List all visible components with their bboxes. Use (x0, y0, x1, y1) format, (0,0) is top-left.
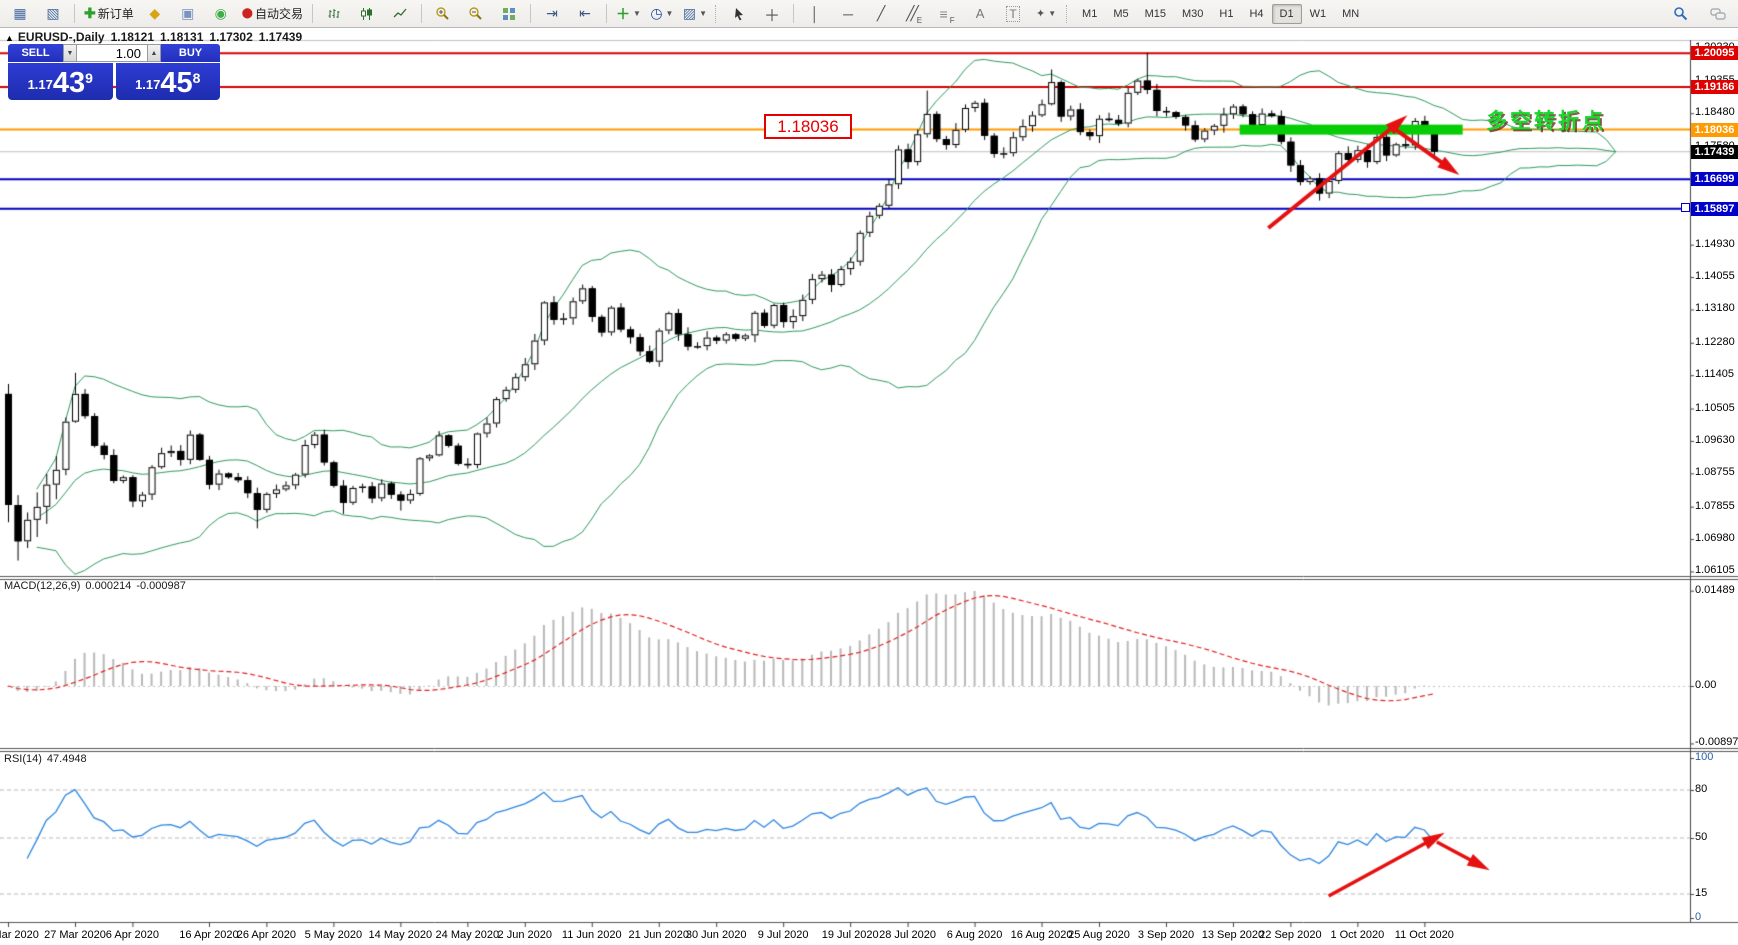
shapes-icon: ✦ (1035, 8, 1046, 20)
periods-button[interactable]: ◷ ▼ (646, 2, 678, 26)
chevron-down-icon: ▼ (665, 9, 674, 18)
sell-price-button[interactable]: 1.17 43 9 (8, 63, 113, 100)
sell-price-prefix: 1.17 (27, 77, 53, 92)
line-chart-button[interactable] (384, 2, 416, 26)
timeframe-bar: M1 M5 M15 M30 H1 H4 D1 W1 MN (1074, 3, 1367, 24)
timeframe-w1[interactable]: W1 (1309, 7, 1327, 20)
new-order-button[interactable]: ✚ 新订单 (80, 2, 138, 26)
auto-scroll-button[interactable]: ⇥ (536, 2, 568, 26)
expert-advisor-icon: ▣ (181, 5, 195, 21)
vertical-line-icon: │ (810, 5, 820, 22)
search-button[interactable] (1664, 2, 1696, 26)
chat-bubbles-icon (1710, 7, 1726, 20)
horizontal-line-tool-button[interactable]: ─ (832, 2, 864, 26)
candlestick-chart-icon (360, 7, 372, 20)
triangle-up-icon: ▲ (150, 49, 158, 57)
new-order-label: 新订单 (97, 7, 134, 21)
shapes-tool-button[interactable]: ✦ ▼ (1030, 2, 1062, 26)
charts-window-button[interactable]: ▦ (4, 2, 36, 26)
chevron-down-icon: ▼ (1048, 9, 1057, 18)
volume-decrease-button[interactable]: ▼ (63, 44, 77, 62)
sell-price-big: 43 (52, 67, 86, 99)
metaeditor-icon: ◆ (149, 5, 161, 21)
clock-icon: ◷ (650, 5, 663, 21)
fibonacci-tool-button[interactable]: ≡ F (939, 5, 955, 25)
sell-button[interactable]: SELL (8, 44, 63, 62)
sell-price-sup: 9 (85, 70, 93, 86)
equidistant-channel-icon: ╱╱ (905, 5, 919, 21)
zoom-in-button[interactable] (427, 2, 459, 26)
zoom-in-icon (436, 7, 450, 20)
horizontal-line-icon: ─ (843, 5, 853, 22)
candlestick-chart-button[interactable] (351, 2, 383, 26)
timeframe-m1[interactable]: M1 (1082, 7, 1098, 20)
chevron-down-icon: ▼ (699, 9, 708, 18)
autotrading-icon: ⬤ (241, 8, 253, 19)
buy-price-button[interactable]: 1.17 45 8 (115, 63, 220, 100)
text-label-icon: T (1006, 5, 1020, 22)
trendline-icon: ╱ (876, 5, 886, 21)
chart-shift-button[interactable]: ⇤ (569, 2, 601, 26)
timeframe-m30[interactable]: M30 (1182, 7, 1204, 20)
toolbar: ▦ ▧ ✚ 新订单 ◆ ▣ ◉ ⬤ 自动交易 ⇥ ⇤ ＋ ▼ ◷ ▼ ▨ ▼ ＋ │ (0, 0, 1738, 28)
channel-tool-button[interactable]: ╱╱ E (905, 5, 923, 25)
crosshair-tool-button[interactable]: ＋ (756, 2, 788, 26)
volume-increase-button[interactable]: ▲ (147, 44, 161, 62)
signals-icon: ◉ (214, 5, 227, 21)
timeframe-mn[interactable]: MN (1342, 7, 1360, 20)
timeframe-h4[interactable]: H4 (1249, 7, 1264, 20)
chevron-down-icon: ▼ (632, 9, 641, 18)
volume-input[interactable] (77, 44, 147, 62)
buy-price-big: 45 (160, 67, 193, 99)
chart-shift-icon: ⇤ (579, 5, 591, 21)
label-tool-button[interactable]: T (997, 2, 1029, 26)
template-icon: ▨ (682, 5, 697, 21)
buy-price-sup: 8 (192, 70, 201, 86)
timeframe-h1[interactable]: H1 (1219, 7, 1234, 20)
add-indicator-icon: ＋ (615, 5, 630, 22)
cursor-tool-button[interactable] (723, 2, 755, 26)
cursor-icon (734, 7, 743, 20)
tile-windows-button[interactable] (493, 2, 525, 26)
timeframe-m5[interactable]: M5 (1113, 7, 1129, 20)
timeframe-m15[interactable]: M15 (1144, 7, 1167, 20)
tile-windows-icon (502, 7, 515, 20)
expert-advisors-button[interactable]: ▣ (172, 2, 204, 26)
zoom-out-button[interactable] (460, 2, 492, 26)
autotrading-label: 自动交易 (254, 7, 303, 21)
text-tool-button[interactable]: A (964, 2, 996, 26)
bar-chart-icon (328, 8, 340, 18)
line-chart-icon (393, 8, 407, 17)
indicators-button[interactable]: ＋ ▼ (612, 2, 645, 26)
crosshair-icon: ＋ (764, 7, 781, 25)
fibonacci-icon: ≡ (939, 5, 948, 22)
metaeditor-button[interactable]: ◆ (139, 2, 171, 26)
strategy-tester-icon: ▧ (46, 5, 60, 21)
auto-scroll-icon: ⇥ (546, 5, 558, 21)
chat-button[interactable] (1702, 2, 1734, 26)
buy-button[interactable]: BUY (161, 44, 220, 62)
strategy-tester-button[interactable]: ▧ (37, 2, 69, 26)
autotrading-button[interactable]: ⬤ 自动交易 (238, 2, 307, 26)
triangle-down-icon: ▼ (66, 49, 74, 57)
vertical-line-tool-button[interactable]: │ (799, 2, 831, 26)
buy-price-prefix: 1.17 (135, 77, 161, 92)
timeframe-d1[interactable]: D1 (1271, 3, 1302, 24)
bar-chart-button[interactable] (318, 2, 350, 26)
search-icon (1673, 7, 1687, 21)
text-icon: A (975, 6, 985, 21)
zoom-out-icon (469, 7, 483, 20)
signals-button[interactable]: ◉ (205, 2, 237, 26)
templates-button[interactable]: ▨ ▼ (679, 2, 711, 26)
trendline-tool-button[interactable]: ╱ (865, 2, 897, 26)
new-order-icon: ✚ (84, 5, 96, 21)
charts-window-icon: ▦ (13, 5, 27, 21)
